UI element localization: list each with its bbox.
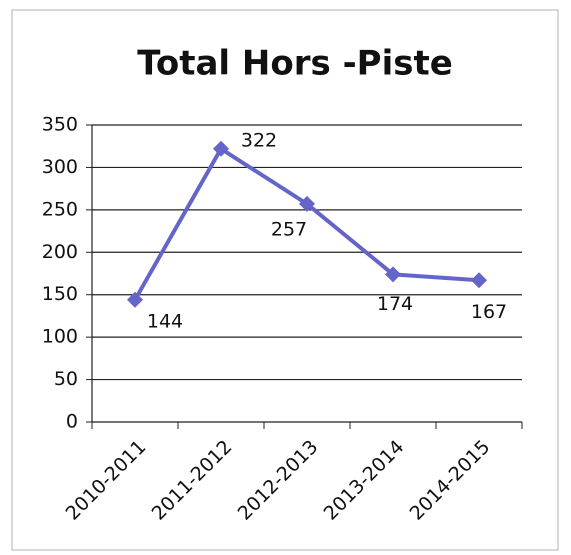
y-tick-label: 200 — [42, 241, 78, 263]
data-point — [213, 140, 229, 157]
data-point — [385, 266, 401, 283]
y-tick-label: 150 — [42, 283, 78, 305]
y-tick-label: 350 — [42, 114, 78, 136]
data-label: 144 — [147, 310, 183, 332]
data-label: 167 — [471, 301, 507, 323]
data-label: 322 — [241, 129, 277, 151]
data-label: 174 — [377, 293, 413, 315]
data-label: 257 — [271, 218, 307, 240]
data-point — [299, 195, 315, 212]
y-tick-label: 0 — [66, 411, 78, 433]
chart-title: Total Hors -Piste — [137, 44, 453, 84]
data-point — [127, 291, 143, 308]
y-tick-label: 100 — [42, 326, 78, 348]
y-tick-label: 50 — [54, 368, 78, 390]
data-point — [471, 272, 487, 289]
y-tick-label: 300 — [42, 156, 78, 178]
y-tick-label: 250 — [42, 198, 78, 220]
